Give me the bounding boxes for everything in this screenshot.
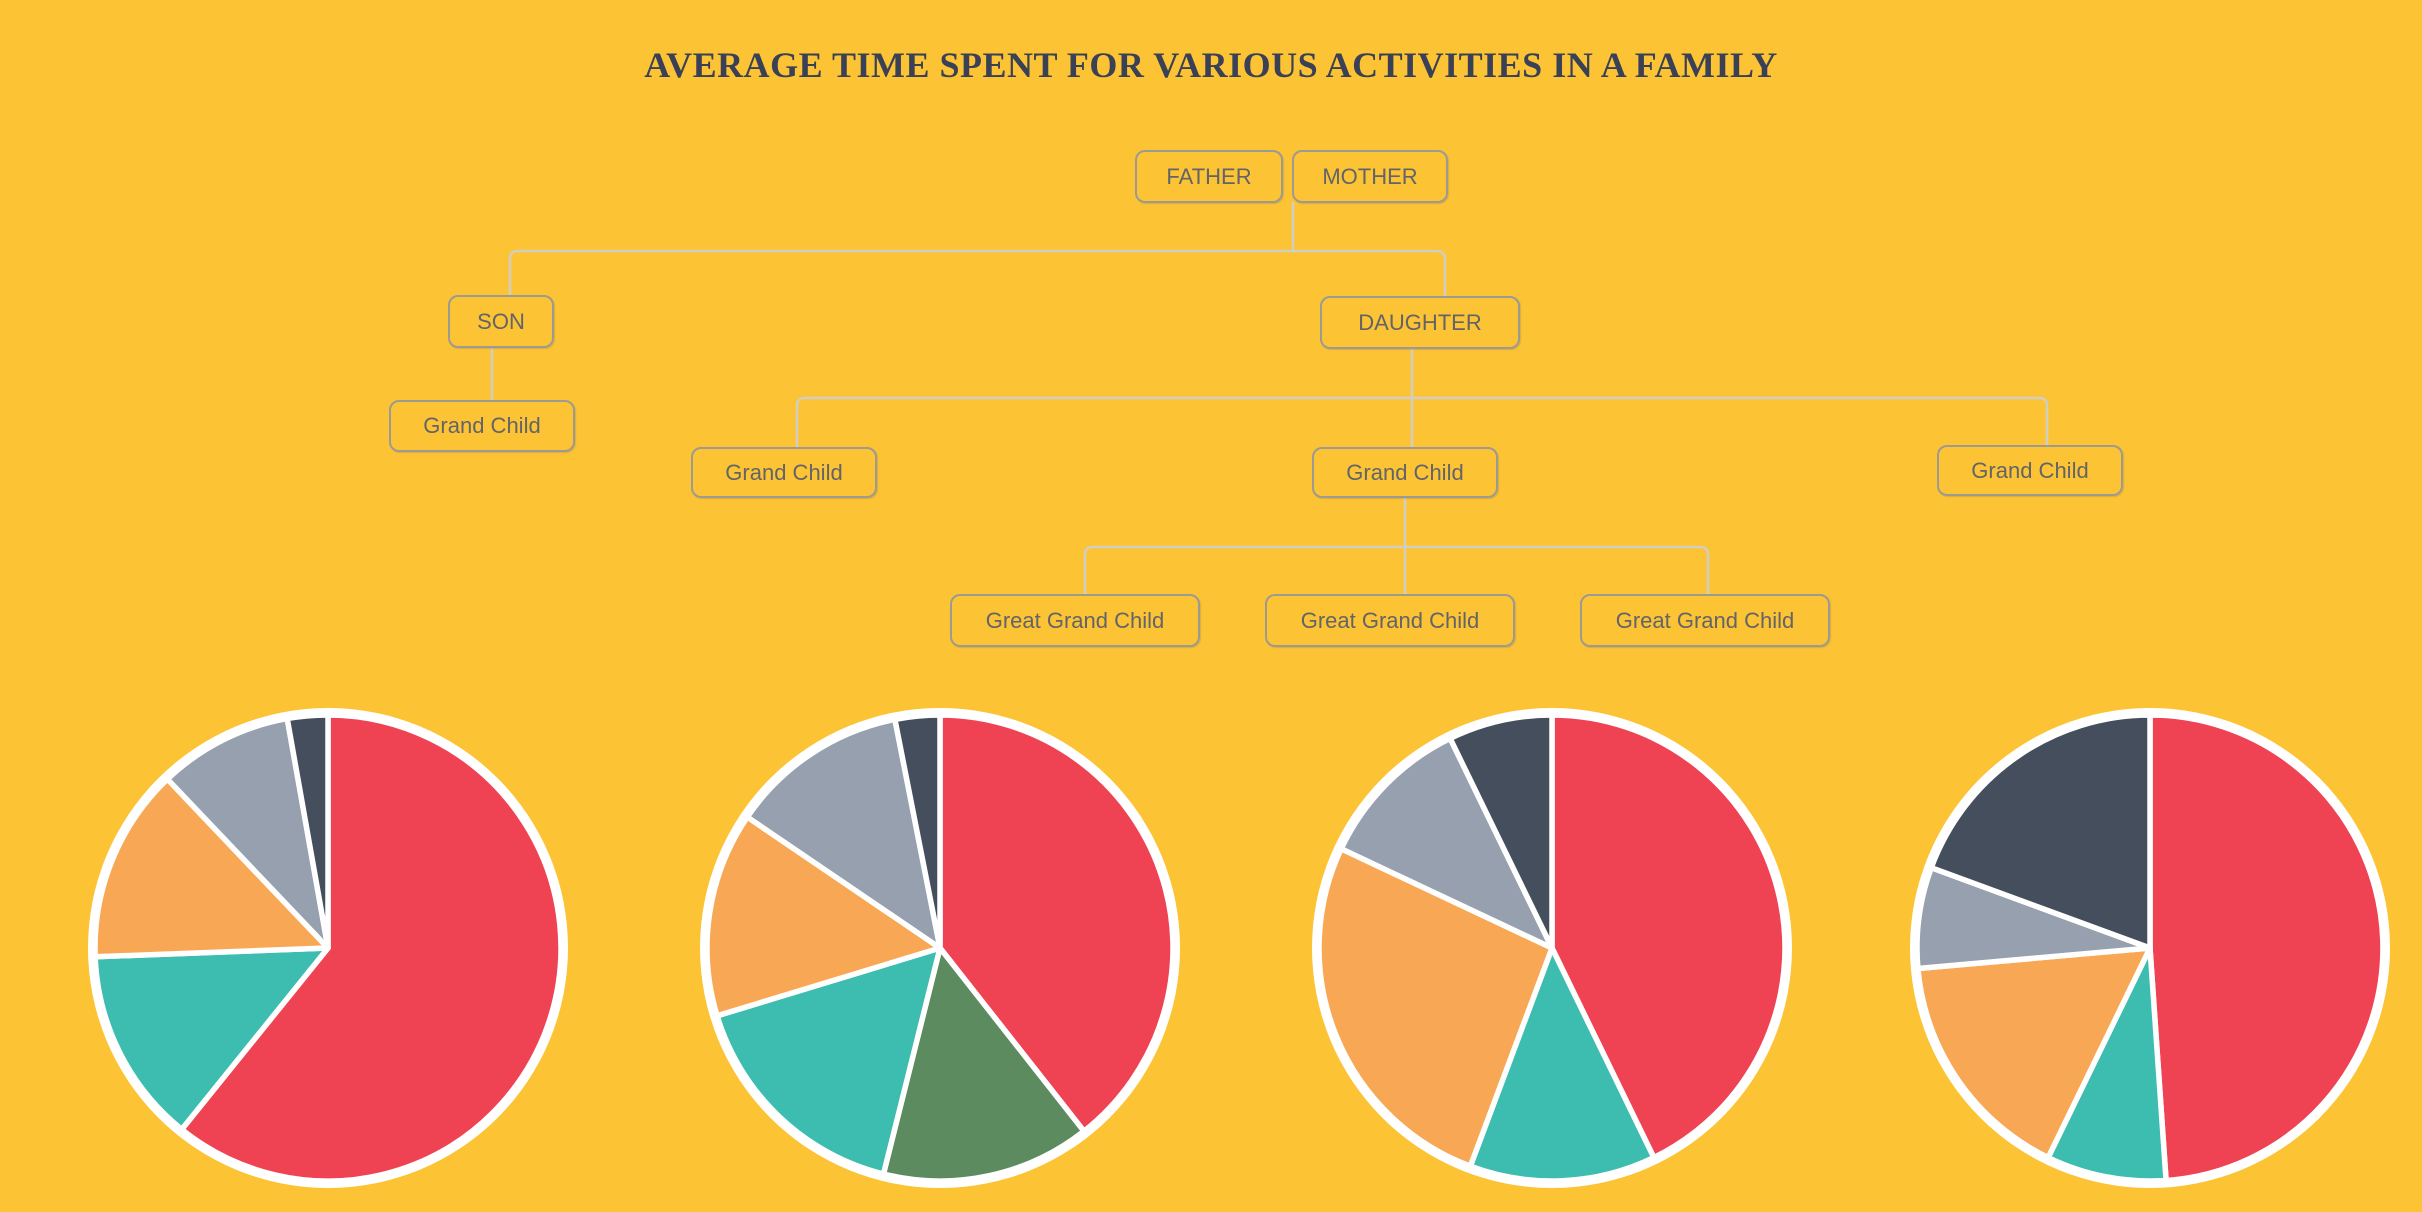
connector-daughter-to-grandchildren bbox=[795, 396, 2049, 449]
pie-1-slice-red[interactable] bbox=[179, 712, 564, 1184]
pie-2-slice-gray[interactable] bbox=[744, 716, 943, 951]
pie-4-slice-dark_slate[interactable] bbox=[1928, 712, 2153, 951]
tree-node-label: MOTHER bbox=[1322, 163, 1418, 189]
pie-3-slice-dark_slate[interactable] bbox=[1447, 712, 1555, 951]
tree-node-grandchild-1[interactable]: Grand Child bbox=[691, 447, 877, 498]
pie-3-slice-red[interactable] bbox=[1549, 712, 1788, 1161]
tree-node-daughter[interactable]: DAUGHTER bbox=[1320, 296, 1520, 349]
pie-1-slice-orange[interactable] bbox=[92, 776, 331, 960]
pie-2-slice-red[interactable] bbox=[937, 712, 1176, 1134]
pie-4-slice-red[interactable] bbox=[2147, 712, 2386, 1184]
tree-node-label: Great Grand Child bbox=[985, 607, 1165, 633]
page-title: AVERAGE TIME SPENT FOR VARIOUS ACTIVITIE… bbox=[644, 45, 1778, 86]
tree-node-grandchild-of-son[interactable]: Grand Child bbox=[389, 400, 575, 452]
pie-3-slice-teal[interactable] bbox=[1467, 945, 1657, 1184]
tree-node-label: FATHER bbox=[1166, 163, 1252, 189]
tree-node-father[interactable]: FATHER bbox=[1135, 150, 1283, 203]
pie-3-slice-gray[interactable] bbox=[1338, 735, 1555, 951]
pie-3-slice-orange[interactable] bbox=[1316, 846, 1555, 1169]
pie-1-slice-gray[interactable] bbox=[164, 715, 331, 951]
pie-2-slice-green[interactable] bbox=[880, 945, 1087, 1184]
tree-node-great-grandchild-3[interactable]: Great Grand Child bbox=[1580, 594, 1830, 647]
tree-node-label: Great Grand Child bbox=[1615, 607, 1795, 633]
pie-4-slice-orange[interactable] bbox=[1915, 945, 2153, 1161]
pie-1-slice-dark_slate[interactable] bbox=[284, 712, 331, 951]
tree-node-label: Grand Child bbox=[1971, 457, 2089, 483]
tree-node-grandchild-3[interactable]: Grand Child bbox=[1937, 445, 2123, 496]
pie-2-slice-teal[interactable] bbox=[714, 945, 943, 1177]
pie-2-slice-dark_slate[interactable] bbox=[892, 712, 943, 951]
pie-1 bbox=[88, 708, 568, 1188]
tree-node-great-grandchild-1[interactable]: Great Grand Child bbox=[950, 594, 1200, 647]
pie-4 bbox=[1910, 708, 2390, 1188]
connector-grandchild2-to-great-grandchildren bbox=[1083, 545, 1710, 596]
pie-1-slice-teal[interactable] bbox=[92, 945, 331, 1133]
pie-3 bbox=[1312, 708, 1792, 1188]
tree-node-grandchild-2[interactable]: Grand Child bbox=[1312, 447, 1498, 498]
tree-node-mother[interactable]: MOTHER bbox=[1292, 150, 1448, 203]
tree-node-label: Grand Child bbox=[423, 413, 541, 438]
tree-connectors bbox=[490, 201, 2049, 596]
tree-node-great-grandchild-2[interactable]: Great Grand Child bbox=[1265, 594, 1515, 647]
tree-node-label: SON bbox=[477, 308, 525, 334]
tree-node-label: DAUGHTER bbox=[1358, 309, 1482, 335]
tree-node-label: Great Grand Child bbox=[1300, 607, 1480, 633]
tree-node-label: Grand Child bbox=[725, 459, 843, 485]
connector-parents-to-son-daughter bbox=[508, 249, 1447, 298]
pie-4-slice-teal[interactable] bbox=[2045, 945, 2169, 1184]
tree-node-label: Grand Child bbox=[1346, 459, 1464, 485]
pie-2-slice-orange[interactable] bbox=[704, 814, 943, 1019]
pie-2 bbox=[700, 708, 1180, 1188]
tree-node-son[interactable]: SON bbox=[448, 295, 554, 348]
